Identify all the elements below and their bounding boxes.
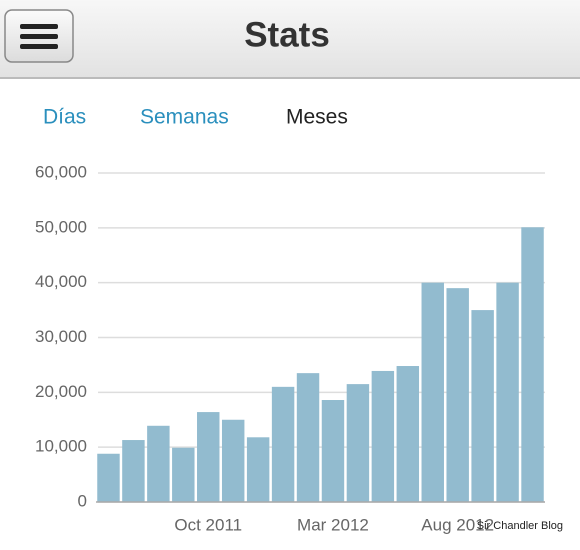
tab-active[interactable]: Meses — [286, 106, 348, 129]
bar — [271, 386, 295, 502]
bar — [221, 419, 245, 502]
bar — [172, 447, 195, 502]
tab[interactable]: Semanas — [140, 106, 229, 129]
y-tick-label: 30,000 — [35, 327, 87, 346]
y-tick-label: 0 — [78, 491, 87, 510]
x-tick-label: Oct 2011 — [174, 515, 242, 534]
bar — [197, 412, 220, 502]
y-tick-label: 50,000 — [35, 217, 87, 236]
x-tick-label: Aug 2012 — [421, 515, 494, 534]
bar — [296, 373, 320, 502]
bar — [321, 400, 345, 502]
y-tick-label: 60,000 — [35, 162, 87, 181]
x-tick-label: Mar 2012 — [297, 515, 369, 534]
bar — [521, 227, 544, 502]
bar — [396, 366, 420, 502]
bar — [421, 282, 444, 502]
y-tick-label: 10,000 — [35, 437, 87, 456]
menu-button[interactable] — [4, 9, 74, 63]
tab[interactable]: Días — [43, 106, 86, 129]
bar — [147, 425, 170, 502]
bar — [246, 437, 270, 502]
bar — [97, 453, 120, 502]
watermark: Sir Chandler Blog — [477, 520, 563, 532]
y-tick-label: 20,000 — [35, 382, 87, 401]
bar — [496, 282, 519, 502]
page-title: Stats — [244, 15, 330, 54]
bar — [122, 440, 145, 502]
bar — [371, 370, 395, 502]
bar — [346, 384, 370, 502]
y-tick-label: 40,000 — [35, 272, 87, 291]
bar — [446, 288, 469, 502]
bar — [471, 310, 494, 502]
header-bar — [0, 0, 580, 78]
